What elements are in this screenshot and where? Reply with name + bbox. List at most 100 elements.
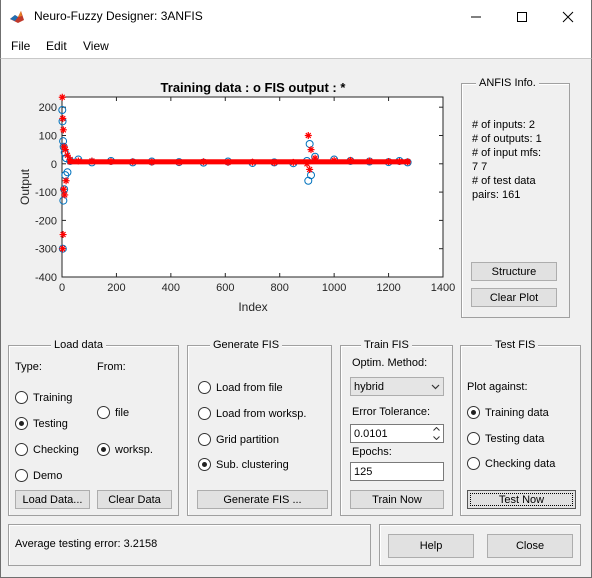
error-tolerance-label: Error Tolerance: <box>352 406 431 418</box>
fis-output-point <box>249 158 256 166</box>
info-line: # of inputs: 2 <box>472 119 535 131</box>
radio-indicator <box>467 432 480 445</box>
radio-indicator <box>467 457 480 470</box>
radio-indicator <box>15 391 28 404</box>
axes-box <box>61 96 444 278</box>
footer-button-panel: Help Close <box>379 524 581 566</box>
spinner[interactable] <box>430 425 443 442</box>
fis-output-point <box>346 156 354 164</box>
epochs-label: Epochs: <box>352 446 392 458</box>
fis-output-point <box>306 165 314 173</box>
fis-output-point <box>289 158 297 166</box>
clear-plot-button[interactable]: Clear Plot <box>471 288 557 307</box>
anfis-info-title: ANFIS Info. <box>476 77 539 89</box>
test-checking-radio[interactable]: Checking data <box>467 457 555 470</box>
maximize-icon <box>517 11 527 22</box>
radio-indicator <box>198 458 211 471</box>
optim-method-select[interactable]: hybrid <box>350 377 444 396</box>
x-tick-label: 0 <box>59 282 65 294</box>
type-testing-radio[interactable]: Testing <box>15 417 68 430</box>
spin-down-icon[interactable] <box>430 434 443 443</box>
radio-label: Demo <box>33 469 63 482</box>
optim-method-value: hybrid <box>354 380 384 393</box>
info-line: pairs: 161 <box>472 189 521 201</box>
type-training-radio[interactable]: Training <box>15 391 72 404</box>
structure-button[interactable]: Structure <box>471 262 557 281</box>
train-fis-panel: Train FIS Optim. Method: hybrid Error To… <box>340 339 453 516</box>
fis-output-point <box>61 191 69 199</box>
epochs-value: 125 <box>354 465 373 478</box>
radio-label: worksp. <box>115 443 153 456</box>
spin-up-icon[interactable] <box>430 425 443 434</box>
radio-indicator <box>198 407 211 420</box>
menu-bar: File Edit View <box>0 34 592 58</box>
fis-output-point <box>404 158 412 166</box>
status-text: Average testing error: 3.2158 <box>15 538 158 550</box>
close-icon <box>562 11 574 22</box>
radio-label: Load from worksp. <box>216 407 307 420</box>
fis-output-point <box>304 131 312 139</box>
menu-edit[interactable]: Edit <box>46 39 67 53</box>
fis-output-point <box>129 158 137 166</box>
load-data-title: Load data <box>51 339 106 351</box>
test-fis-title: Test FIS <box>492 339 539 351</box>
gen-sub-clustering-radio[interactable]: Sub. clustering <box>198 458 289 471</box>
load-data-button[interactable]: Load Data... <box>15 490 90 509</box>
test-training-radio[interactable]: Training data <box>467 406 549 419</box>
epochs-input[interactable]: 125 <box>350 462 444 481</box>
optim-method-label: Optim. Method: <box>352 357 428 369</box>
radio-label: Grid partition <box>216 433 279 446</box>
minimize-button[interactable] <box>453 0 499 33</box>
close-window-button[interactable] <box>545 0 591 33</box>
type-demo-radio[interactable]: Demo <box>15 469 62 482</box>
type-checking-radio[interactable]: Checking <box>15 443 79 456</box>
train-fis-title: Train FIS <box>361 339 412 351</box>
menu-view[interactable]: View <box>83 39 109 53</box>
radio-indicator <box>97 443 110 456</box>
fis-output-series <box>58 93 412 253</box>
radio-label: Testing <box>33 417 68 430</box>
fis-output-point <box>59 126 67 134</box>
x-tick-label: 1400 <box>431 282 455 294</box>
minimize-icon <box>471 16 481 17</box>
error-tolerance-input[interactable]: 0.0101 <box>350 424 444 443</box>
fis-output-point <box>395 158 403 166</box>
fis-output-point <box>303 160 311 168</box>
generate-fis-button[interactable]: Generate FIS ... <box>197 490 328 509</box>
fis-output-point <box>59 231 67 239</box>
train-now-button[interactable]: Train Now <box>350 490 444 509</box>
fis-output-point <box>88 157 96 165</box>
fis-output-point <box>200 158 208 166</box>
y-tick-label: -300 <box>35 244 57 256</box>
source-workspace-radio[interactable]: worksp. <box>97 443 153 456</box>
matlab-logo-icon <box>10 11 24 23</box>
fis-output-point <box>224 158 232 166</box>
source-file-radio[interactable]: file <box>97 406 129 419</box>
from-label: From: <box>97 361 126 373</box>
fis-output-dense-band <box>67 159 411 165</box>
menu-file[interactable]: File <box>11 39 31 53</box>
plot-against-label: Plot against: <box>467 381 528 393</box>
fis-output-point <box>366 157 374 165</box>
fis-output-point <box>66 156 74 164</box>
help-button[interactable]: Help <box>388 534 474 558</box>
close-button[interactable]: Close <box>487 534 573 558</box>
fis-output-point <box>61 146 69 154</box>
gen-grid-partition-radio[interactable]: Grid partition <box>198 433 279 446</box>
gen-load-file-radio[interactable]: Load from file <box>198 381 283 394</box>
fis-output-point <box>62 177 70 185</box>
radio-label: Testing data <box>485 432 545 445</box>
y-axis-label: Output <box>18 168 32 205</box>
clear-data-button[interactable]: Clear Data <box>97 490 172 509</box>
x-tick-label: 200 <box>107 282 125 294</box>
gen-load-workspace-radio[interactable]: Load from worksp. <box>198 407 306 420</box>
fis-output-point <box>60 143 68 151</box>
status-panel: Average testing error: 3.2158 <box>8 524 371 566</box>
test-testing-radio[interactable]: Testing data <box>467 432 544 445</box>
window-title: Neuro-Fuzzy Designer: 3ANFIS <box>34 9 203 23</box>
test-now-button[interactable]: Test Now <box>467 490 576 509</box>
maximize-button[interactable] <box>499 0 545 33</box>
radio-indicator <box>467 406 480 419</box>
x-tick-label: 1000 <box>322 282 346 294</box>
load-data-panel: Load data Type: From: Training Testing C… <box>8 339 179 516</box>
